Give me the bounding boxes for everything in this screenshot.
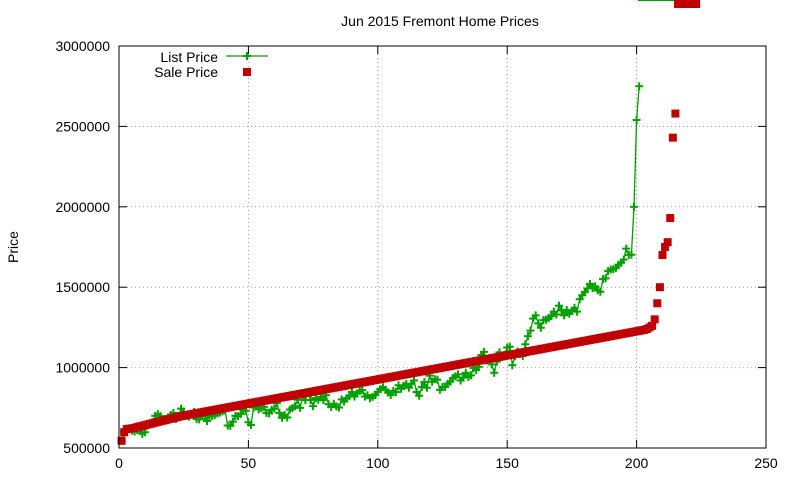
data-point-list-price bbox=[334, 403, 343, 412]
legend-marker-list-price bbox=[243, 52, 251, 60]
data-point-list-price bbox=[554, 301, 563, 310]
data-point-sale-price bbox=[653, 299, 662, 308]
data-point-list-price bbox=[547, 312, 556, 321]
data-point-sale-price bbox=[666, 214, 675, 223]
data-point-list-price bbox=[319, 396, 328, 405]
y-tick-label: 500000 bbox=[63, 440, 110, 456]
y-tick-label: 1000000 bbox=[55, 360, 110, 376]
data-point-list-price bbox=[283, 413, 292, 422]
data-point-list-price bbox=[415, 391, 424, 400]
data-point-list-price bbox=[386, 390, 395, 399]
chart-title: Jun 2015 Fremont Home Prices bbox=[341, 13, 539, 29]
tick-layer: 500000 1000000 1500000 2000000 2500000 300000… bbox=[55, 38, 777, 471]
x-tick-label: 150 bbox=[496, 455, 520, 471]
data-point-list-price bbox=[270, 404, 279, 413]
legend-label-sale-price: Sale Price bbox=[154, 64, 218, 80]
data-point-list-price bbox=[523, 332, 532, 341]
data-point-list-price bbox=[508, 361, 517, 370]
data-point-list-price bbox=[226, 421, 235, 430]
data-point-list-price bbox=[635, 82, 644, 91]
data-point-list-price bbox=[490, 368, 499, 377]
legend-label-list-price: List Price bbox=[160, 49, 218, 65]
data-point-sale-price bbox=[692, 0, 701, 8]
data-point-list-price bbox=[433, 375, 442, 384]
data-point-list-price bbox=[410, 376, 419, 385]
data-point-list-price bbox=[560, 311, 569, 320]
data-point-list-price bbox=[632, 115, 641, 124]
data-point-list-price bbox=[619, 255, 628, 264]
data-point-list-price bbox=[526, 326, 535, 335]
data-point-list-price bbox=[466, 371, 475, 380]
data-point-list-price bbox=[505, 342, 514, 351]
data-point-list-price bbox=[296, 403, 305, 412]
legend-marker-sale-price bbox=[243, 68, 251, 76]
y-tick-label: 2000000 bbox=[55, 199, 110, 215]
grid-layer bbox=[119, 46, 766, 448]
data-point-list-price bbox=[596, 287, 605, 296]
data-point-sale-price bbox=[648, 321, 657, 330]
data-point-list-price bbox=[347, 388, 356, 397]
data-point-list-price bbox=[275, 408, 284, 417]
series-layer bbox=[117, 0, 701, 445]
x-tick-label: 200 bbox=[625, 455, 649, 471]
data-point-list-price bbox=[422, 383, 431, 392]
data-point-list-price bbox=[630, 202, 639, 211]
data-point-list-price bbox=[573, 307, 582, 316]
data-point-list-price bbox=[454, 370, 463, 379]
data-point-list-price bbox=[358, 386, 367, 395]
data-point-list-price bbox=[228, 417, 237, 426]
data-point-list-price bbox=[202, 416, 211, 425]
data-point-list-price bbox=[177, 404, 186, 413]
data-point-list-price bbox=[627, 250, 636, 259]
y-tick-label: 3000000 bbox=[55, 38, 110, 54]
data-point-sale-price bbox=[655, 283, 664, 292]
data-point-list-price bbox=[575, 295, 584, 304]
data-point-list-price bbox=[306, 395, 315, 404]
data-point-list-price bbox=[591, 282, 600, 291]
data-point-list-price bbox=[601, 274, 610, 283]
data-point-list-price bbox=[461, 368, 470, 377]
data-point-sale-price bbox=[661, 243, 670, 251]
x-tick-label: 0 bbox=[115, 455, 123, 471]
data-point-list-price bbox=[521, 340, 530, 349]
x-tick-label: 50 bbox=[241, 455, 257, 471]
data-point-list-price bbox=[586, 279, 595, 288]
y-tick-label: 2500000 bbox=[55, 118, 110, 134]
data-point-list-price bbox=[552, 310, 561, 319]
data-point-list-price bbox=[236, 409, 245, 418]
x-tick-label: 250 bbox=[754, 455, 778, 471]
data-point-sale-price bbox=[663, 238, 672, 247]
data-point-list-price bbox=[479, 347, 488, 356]
data-point-list-price bbox=[309, 402, 318, 411]
data-point-list-price bbox=[534, 319, 543, 328]
data-point-sale-price bbox=[671, 109, 680, 118]
data-point-list-price bbox=[391, 388, 400, 397]
data-point-sale-price bbox=[650, 315, 659, 324]
data-point-sale-price bbox=[658, 251, 667, 260]
data-point-list-price bbox=[536, 323, 545, 332]
data-point-list-price bbox=[420, 378, 429, 387]
data-point-list-price bbox=[622, 244, 631, 253]
y-tick-label: 1500000 bbox=[55, 279, 110, 295]
data-point-sale-price bbox=[117, 436, 126, 445]
plot-frame bbox=[118, 45, 767, 449]
data-point-list-price bbox=[531, 311, 540, 320]
y-axis-label: Price bbox=[5, 231, 21, 263]
data-point-sale-price bbox=[668, 133, 677, 142]
x-tick-label: 100 bbox=[366, 455, 390, 471]
legend: List Price Sale Price bbox=[154, 49, 268, 80]
data-point-list-price bbox=[246, 420, 255, 429]
data-point-list-price bbox=[290, 402, 299, 411]
